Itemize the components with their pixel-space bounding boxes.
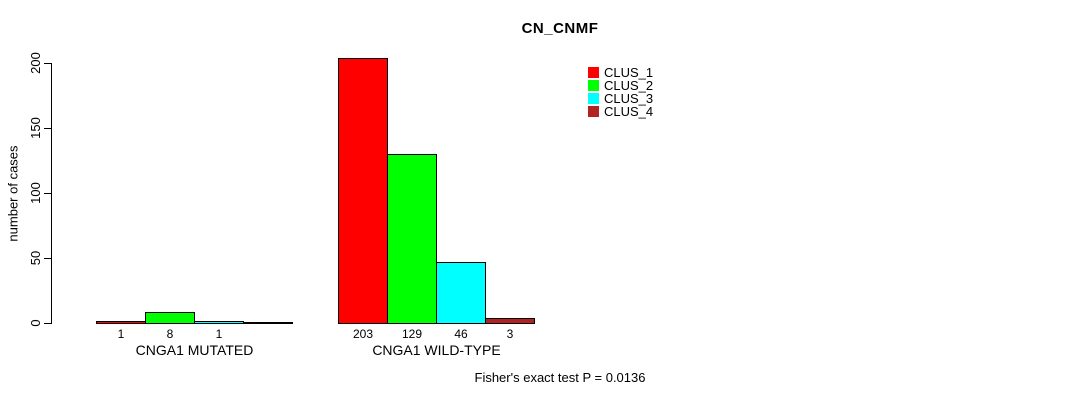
- bar-value-label: 129: [401, 327, 423, 341]
- legend-item-CLUS_3: CLUS_3: [588, 92, 653, 105]
- legend-label: CLUS_1: [604, 65, 654, 80]
- bar-CLUS_3: [194, 321, 244, 324]
- bar-value-label: 3: [506, 327, 514, 341]
- legend-item-CLUS_2: CLUS_2: [588, 79, 653, 92]
- bar-CLUS_3: [436, 262, 486, 324]
- legend-label: CLUS_4: [604, 104, 654, 119]
- legend-label: CLUS_3: [604, 91, 654, 106]
- x-group-label: CNGA1 WILD-TYPE: [372, 342, 501, 358]
- legend: CLUS_1 CLUS_2 CLUS_3 CLUS_4: [588, 66, 653, 118]
- y-axis-tick: [44, 258, 51, 259]
- y-axis-tick-label: 200: [28, 52, 43, 74]
- y-axis-tick: [44, 128, 51, 129]
- bar-value-label: 203: [352, 327, 374, 341]
- y-axis-label: number of cases: [5, 145, 21, 242]
- y-axis-tick: [44, 63, 51, 64]
- legend-swatch-CLUS_4: [588, 106, 599, 117]
- legend-item-CLUS_1: CLUS_1: [588, 66, 653, 79]
- chart-title: CN_CNMF: [521, 20, 599, 37]
- bar-CLUS_1: [338, 58, 388, 324]
- bar-CLUS_1: [96, 321, 146, 324]
- y-axis-line: [51, 63, 52, 324]
- bar-value-label: 8: [166, 327, 174, 341]
- y-axis-tick-label: 150: [28, 117, 43, 139]
- bar-value-label: 46: [454, 327, 468, 341]
- y-axis-tick: [44, 323, 51, 324]
- legend-swatch-CLUS_3: [588, 93, 599, 104]
- y-axis-tick: [44, 193, 51, 194]
- bar-CLUS_4: [485, 318, 535, 324]
- legend-item-CLUS_4: CLUS_4: [588, 105, 653, 118]
- bar-CLUS_2: [387, 154, 437, 324]
- legend-label: CLUS_2: [604, 78, 654, 93]
- bar-value-label: 1: [215, 327, 223, 341]
- bar-CLUS_2: [145, 312, 195, 324]
- legend-swatch-CLUS_2: [588, 80, 599, 91]
- bar-value-label: 1: [117, 327, 125, 341]
- x-group-label: CNGA1 MUTATED: [135, 342, 254, 358]
- fisher-test-annotation: Fisher's exact test P = 0.0136: [474, 370, 646, 385]
- y-axis-tick-label: 100: [28, 182, 43, 204]
- y-axis-tick-label: 50: [28, 250, 43, 266]
- legend-swatch-CLUS_1: [588, 67, 599, 78]
- bar-CLUS_4: [243, 322, 293, 324]
- y-axis-tick-label: 0: [28, 319, 43, 327]
